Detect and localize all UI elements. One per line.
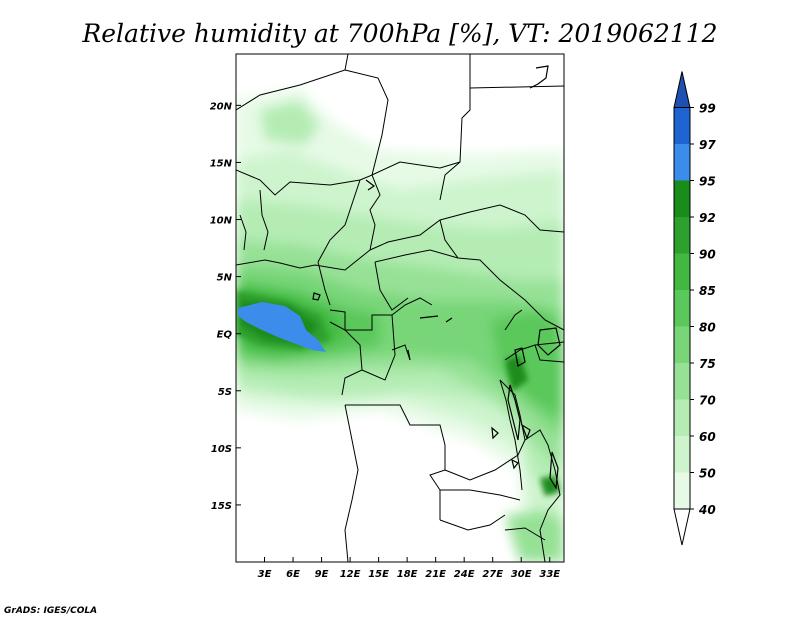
- lat-tick-label: 20N: [210, 101, 233, 112]
- colorbar-level-label: 85: [699, 284, 716, 298]
- lat-tick-label: EQ: [217, 330, 233, 341]
- map-title: Relative humidity at 700hPa [%], VT: 201…: [81, 19, 717, 48]
- lon-tick-label: 27E: [482, 569, 503, 580]
- rh-region-north-cell: [260, 100, 320, 145]
- colorbar-frame: [673, 107, 691, 510]
- colorbar-level-label: 97: [699, 138, 716, 152]
- colorbar-level-label: 92: [699, 211, 716, 225]
- colorbar-swatch: [674, 399, 690, 436]
- longitude-axis: 3E 6E 9E 12E 15E 18E 21E 24E 27E 30E 33E: [258, 557, 560, 580]
- colorbar-level-label: 95: [699, 175, 716, 189]
- colorbar-swatch: [674, 436, 690, 473]
- colorbar-swatch: [674, 326, 690, 363]
- colorbar-upper-extension: [673, 71, 691, 108]
- colorbar-level-label: 80: [699, 321, 716, 335]
- colorbar-swatch: [674, 107, 690, 144]
- grads-credit: GrADS: IGES/COLA: [4, 606, 97, 616]
- colorbar-level-label: 70: [699, 394, 716, 408]
- lon-tick-label: 30E: [511, 569, 532, 580]
- colorbar-lower-extension: [673, 508, 691, 546]
- colorbar-swatch: [674, 217, 690, 254]
- lon-tick-label: 33E: [539, 569, 560, 580]
- rh-region-80-east: [490, 310, 564, 420]
- colorbar-level-label: 50: [699, 467, 716, 481]
- lon-tick-label: 6E: [286, 569, 300, 580]
- lat-tick-label: 5N: [217, 273, 233, 284]
- lon-tick-label: 12E: [340, 569, 361, 580]
- colorbar-swatch: [674, 290, 690, 327]
- colorbar-swatch: [674, 180, 690, 217]
- lon-tick-label: 9E: [315, 569, 329, 580]
- lon-tick-label: 18E: [397, 569, 418, 580]
- latitude-axis: 20N 15N 10N 5N EQ 5S 10S 15S: [210, 101, 241, 512]
- rh-region-92-south: [540, 476, 560, 496]
- lat-tick-label: 5S: [218, 387, 232, 398]
- lakes: [312, 65, 561, 490]
- colorbar-swatch: [674, 363, 690, 400]
- colorbar-level-label: 99: [699, 102, 716, 116]
- lat-tick-label: 15N: [210, 158, 233, 169]
- colorbar-level-label: 60: [699, 430, 716, 444]
- rh-region-southeast: [505, 510, 564, 562]
- colorbar-level-label: 90: [699, 248, 716, 262]
- country-borders: [236, 54, 564, 562]
- colorbar-swatch: [674, 144, 690, 181]
- lon-tick-label: 21E: [425, 569, 446, 580]
- colorbar-legend: 40 50 60 70 75 80 85 90 92 95 97 99: [673, 71, 716, 546]
- lat-tick-label: 10S: [211, 444, 232, 455]
- lon-tick-label: 3E: [258, 569, 272, 580]
- colorbar-swatch: [674, 472, 690, 509]
- lat-tick-label: 10N: [210, 216, 233, 227]
- map-frame: [235, 53, 565, 563]
- lon-tick-label: 24E: [454, 569, 475, 580]
- colorbar-swatch: [674, 253, 690, 290]
- rh-region-95: [238, 302, 326, 352]
- humidity-field: [236, 88, 564, 562]
- colorbar-level-label: 40: [698, 503, 716, 517]
- lat-tick-label: 15S: [211, 501, 232, 512]
- colorbar-level-label: 75: [699, 357, 716, 371]
- lon-tick-label: 15E: [368, 569, 389, 580]
